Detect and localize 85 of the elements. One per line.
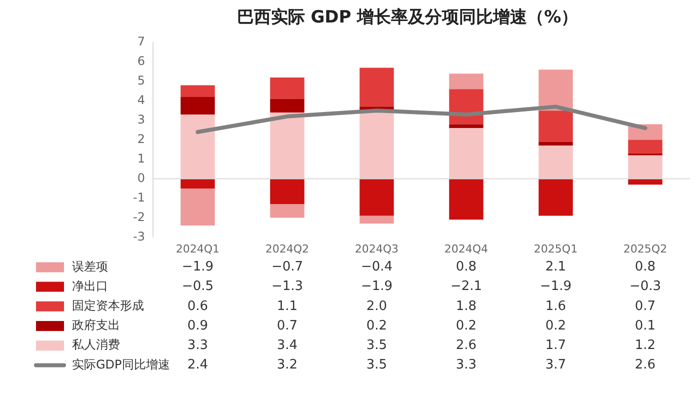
- data-label: 0.7: [634, 298, 656, 314]
- y-tick-label: 5: [137, 73, 145, 88]
- bar: [270, 204, 304, 218]
- x-tick-label: 2024Q1: [176, 242, 220, 256]
- data-label: 0.7: [276, 318, 298, 334]
- bar: [360, 178, 394, 216]
- bar: [270, 178, 304, 204]
- bar: [449, 124, 484, 128]
- legend-label: 误差项: [72, 259, 108, 274]
- data-label: 3.5: [366, 358, 388, 373]
- data-label: 1.8: [456, 298, 477, 314]
- data-label: −1.9: [360, 279, 393, 294]
- bar: [538, 70, 573, 111]
- data-label: 2.6: [456, 338, 477, 353]
- y-tick-label: 1: [137, 151, 145, 166]
- data-label: 0.8: [456, 260, 477, 275]
- data-label: 2.6: [634, 358, 656, 373]
- data-label: −2.1: [450, 279, 482, 294]
- data-label: −0.5: [182, 279, 214, 294]
- y-tick-label: 3: [137, 112, 145, 126]
- data-label: 0.2: [545, 318, 566, 334]
- data-label: 0.6: [187, 298, 208, 314]
- y-tick-label: -1: [132, 190, 145, 204]
- y-tick-label: -3: [132, 229, 145, 244]
- data-label: −1.9: [540, 279, 572, 294]
- bar: [270, 112, 304, 179]
- y-tick-label: 0: [137, 170, 145, 185]
- data-label: −0.7: [271, 260, 304, 275]
- data-label: 3.3: [456, 358, 477, 373]
- y-tick-label: 7: [137, 34, 145, 49]
- bar: [360, 110, 394, 179]
- bar: [449, 74, 484, 90]
- x-tick-label: 2024Q4: [444, 242, 488, 256]
- bar: [449, 178, 484, 220]
- y-tick-label: 4: [137, 92, 145, 107]
- legend-label: 实际GDP同比增速: [72, 357, 170, 372]
- y-tick-label: -2: [132, 210, 145, 224]
- bar: [538, 178, 573, 216]
- legend-label: 私人消费: [72, 338, 120, 352]
- data-label: 0.2: [456, 318, 477, 334]
- data-label: 3.2: [276, 358, 298, 373]
- data-label: 0.8: [634, 260, 656, 275]
- bar: [538, 110, 573, 142]
- x-tick-label: 2024Q2: [265, 242, 310, 256]
- bar: [628, 140, 662, 154]
- bar: [538, 146, 573, 179]
- bar: [180, 178, 215, 188]
- bar: [628, 155, 662, 179]
- bar: [180, 85, 215, 97]
- data-label: 3.7: [545, 358, 566, 373]
- data-label: 1.2: [634, 338, 656, 353]
- data-label: 0.9: [187, 318, 208, 334]
- x-tick-label: 2025Q1: [534, 242, 578, 256]
- x-tick-label: 2024Q3: [354, 242, 399, 256]
- y-tick-label: 6: [137, 54, 145, 68]
- data-label: 0.1: [634, 318, 656, 334]
- data-label: 2.4: [187, 358, 208, 373]
- data-label: 3.3: [187, 338, 208, 353]
- data-label: 1.7: [545, 338, 566, 353]
- bar: [180, 114, 215, 179]
- bar: [180, 188, 215, 226]
- x-tick-label: 2025Q2: [623, 242, 668, 256]
- data-label: −1.9: [182, 260, 214, 275]
- y-tick-label: 2: [137, 132, 145, 146]
- data-label: −0.4: [360, 260, 393, 275]
- bar: [270, 77, 304, 99]
- legend-label: 政府支出: [72, 318, 120, 332]
- data-label: −1.3: [271, 279, 304, 294]
- bar: [449, 128, 484, 179]
- data-label: 2.1: [545, 260, 566, 275]
- bar: [180, 96, 215, 114]
- data-label: 0.2: [366, 318, 388, 334]
- legend-label: 固定资本形成: [72, 298, 144, 313]
- data-label: −0.3: [629, 279, 662, 294]
- data-label: 2.0: [366, 298, 388, 314]
- chart-title: 巴西实际 GDP 增长率及分项同比增速（%）: [236, 8, 578, 28]
- bar: [360, 68, 394, 107]
- data-label: 1.1: [276, 298, 298, 314]
- bar: [270, 98, 304, 113]
- data-label: 3.4: [276, 338, 298, 353]
- bar: [360, 216, 394, 224]
- bar: [538, 142, 573, 146]
- legend-label: 净出口: [72, 278, 108, 293]
- data-label: 1.6: [545, 298, 566, 314]
- data-label: 3.5: [366, 338, 388, 353]
